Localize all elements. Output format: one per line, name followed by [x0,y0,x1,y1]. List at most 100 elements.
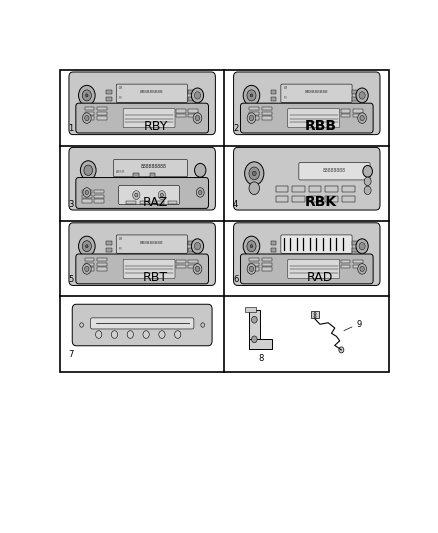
FancyBboxPatch shape [116,235,187,253]
Circle shape [249,167,260,180]
Circle shape [85,266,89,271]
Bar [150,173,155,176]
Bar [188,114,198,117]
Bar [82,195,92,198]
Bar [353,241,358,245]
Circle shape [127,330,134,338]
Bar [309,186,321,192]
Bar [106,248,112,252]
Bar [85,258,95,261]
FancyBboxPatch shape [288,108,339,128]
Bar [97,258,107,261]
FancyBboxPatch shape [240,254,373,284]
Circle shape [359,253,365,261]
Bar [97,107,107,110]
Circle shape [82,241,92,252]
FancyBboxPatch shape [233,72,380,135]
Bar [85,268,95,271]
Circle shape [251,336,257,343]
FancyBboxPatch shape [123,108,175,128]
Circle shape [111,330,118,338]
FancyBboxPatch shape [76,103,208,133]
Circle shape [78,85,95,106]
Circle shape [175,330,181,338]
Bar [97,112,107,115]
Bar [262,263,272,266]
Bar [188,241,193,245]
FancyBboxPatch shape [233,223,380,286]
Circle shape [360,266,364,271]
Bar [85,117,95,120]
Circle shape [364,177,371,185]
Bar [140,201,150,204]
Circle shape [194,102,201,110]
Bar [341,109,350,112]
Bar [276,196,288,202]
Bar [271,248,276,252]
Bar [106,98,112,101]
Circle shape [82,264,91,274]
Circle shape [252,171,256,176]
Circle shape [194,92,201,99]
Circle shape [339,347,344,353]
Circle shape [82,113,91,123]
Circle shape [143,330,149,338]
Bar [249,107,259,110]
Bar [353,265,363,268]
Circle shape [249,116,254,120]
Bar [262,117,272,120]
Bar [353,260,363,263]
Text: FM: FM [283,96,287,100]
FancyBboxPatch shape [90,318,194,329]
Circle shape [85,94,88,97]
Circle shape [80,161,96,180]
Circle shape [358,113,367,123]
FancyBboxPatch shape [119,185,180,205]
Circle shape [83,188,91,197]
Bar [262,268,272,271]
Bar [353,90,358,94]
Bar [85,112,95,115]
Text: 7: 7 [68,351,74,359]
Bar [97,268,107,271]
Bar [85,263,95,266]
Bar [341,260,350,263]
Bar [176,109,186,112]
Circle shape [250,94,253,97]
Circle shape [85,116,89,120]
Bar [276,186,288,192]
Text: 888888888: 888888888 [140,91,164,94]
Circle shape [249,266,254,271]
Text: 6: 6 [233,275,238,284]
Circle shape [245,162,264,185]
Bar [249,117,259,120]
Text: 88888888: 88888888 [323,168,346,173]
Bar [249,112,259,115]
Bar [95,195,104,198]
Circle shape [247,90,256,101]
Bar [271,98,276,101]
Circle shape [194,164,206,177]
Bar [311,311,319,318]
Bar [353,109,363,112]
Circle shape [85,190,88,195]
Text: FM: FM [119,96,123,100]
Bar [82,199,92,203]
Bar [188,109,198,112]
Text: 4: 4 [233,200,238,208]
Circle shape [243,236,260,256]
Circle shape [133,191,140,199]
Bar [85,107,95,110]
Circle shape [247,264,256,274]
Text: 9: 9 [356,320,361,329]
Bar [353,114,363,117]
Bar [353,98,358,101]
FancyBboxPatch shape [72,304,212,346]
Text: RBY: RBY [144,120,168,133]
Bar [133,173,139,176]
Bar [97,117,107,120]
Bar [244,308,256,312]
Circle shape [159,330,165,338]
FancyBboxPatch shape [240,103,373,133]
Circle shape [247,113,256,123]
